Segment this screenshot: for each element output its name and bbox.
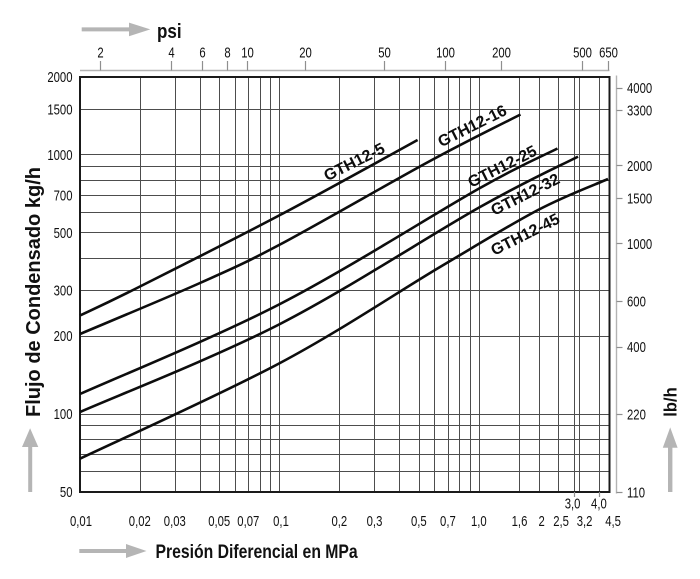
- svg-text:2: 2: [97, 44, 103, 61]
- svg-text:50: 50: [60, 484, 73, 501]
- svg-text:Presión Diferencial en MPa: Presión Diferencial en MPa: [156, 541, 358, 563]
- svg-text:100: 100: [54, 406, 73, 423]
- svg-text:300: 300: [54, 282, 73, 299]
- svg-text:500: 500: [573, 44, 592, 61]
- svg-text:0,3: 0,3: [367, 513, 383, 530]
- svg-text:1500: 1500: [47, 101, 72, 118]
- svg-text:100: 100: [436, 44, 455, 61]
- svg-text:lb/h: lb/h: [660, 387, 681, 416]
- svg-text:20: 20: [299, 44, 312, 61]
- svg-text:3,0: 3,0: [565, 495, 581, 512]
- svg-text:1,0: 1,0: [471, 513, 487, 530]
- svg-text:1000: 1000: [47, 147, 72, 164]
- svg-text:4000: 4000: [627, 80, 652, 97]
- svg-text:220: 220: [627, 406, 646, 423]
- svg-text:650: 650: [599, 44, 618, 61]
- svg-text:psi: psi: [157, 20, 182, 43]
- svg-text:1,6: 1,6: [512, 513, 528, 530]
- svg-text:700: 700: [54, 187, 73, 204]
- svg-text:2,5: 2,5: [553, 513, 569, 530]
- svg-text:1500: 1500: [627, 190, 652, 207]
- svg-text:500: 500: [54, 225, 73, 242]
- svg-text:110: 110: [627, 484, 645, 501]
- svg-text:6: 6: [199, 44, 205, 61]
- svg-text:2000: 2000: [627, 158, 652, 175]
- svg-text:8: 8: [224, 44, 230, 61]
- svg-text:0,03: 0,03: [164, 513, 186, 530]
- svg-text:3300: 3300: [627, 102, 652, 119]
- svg-text:2000: 2000: [47, 69, 72, 86]
- svg-text:2: 2: [539, 513, 545, 530]
- svg-text:0,07: 0,07: [237, 513, 259, 530]
- svg-text:0,5: 0,5: [411, 513, 427, 530]
- svg-text:200: 200: [54, 328, 73, 345]
- svg-text:600: 600: [627, 293, 646, 310]
- svg-text:1000: 1000: [627, 236, 652, 253]
- svg-text:4,0: 4,0: [591, 495, 607, 512]
- svg-text:4,5: 4,5: [605, 513, 621, 530]
- svg-text:0,05: 0,05: [208, 513, 230, 530]
- svg-text:200: 200: [492, 44, 511, 61]
- svg-text:400: 400: [627, 339, 646, 356]
- svg-text:10: 10: [241, 44, 254, 61]
- svg-text:0,02: 0,02: [129, 513, 151, 530]
- svg-text:4: 4: [168, 44, 174, 61]
- svg-text:Flujo de Condensado kg/h: Flujo de Condensado kg/h: [23, 167, 45, 417]
- svg-text:3,2: 3,2: [577, 513, 593, 530]
- svg-text:50: 50: [378, 44, 391, 61]
- svg-text:0,7: 0,7: [440, 513, 456, 530]
- svg-text:0,2: 0,2: [331, 513, 347, 530]
- svg-text:0,1: 0,1: [273, 513, 289, 530]
- svg-text:0,01: 0,01: [70, 513, 92, 530]
